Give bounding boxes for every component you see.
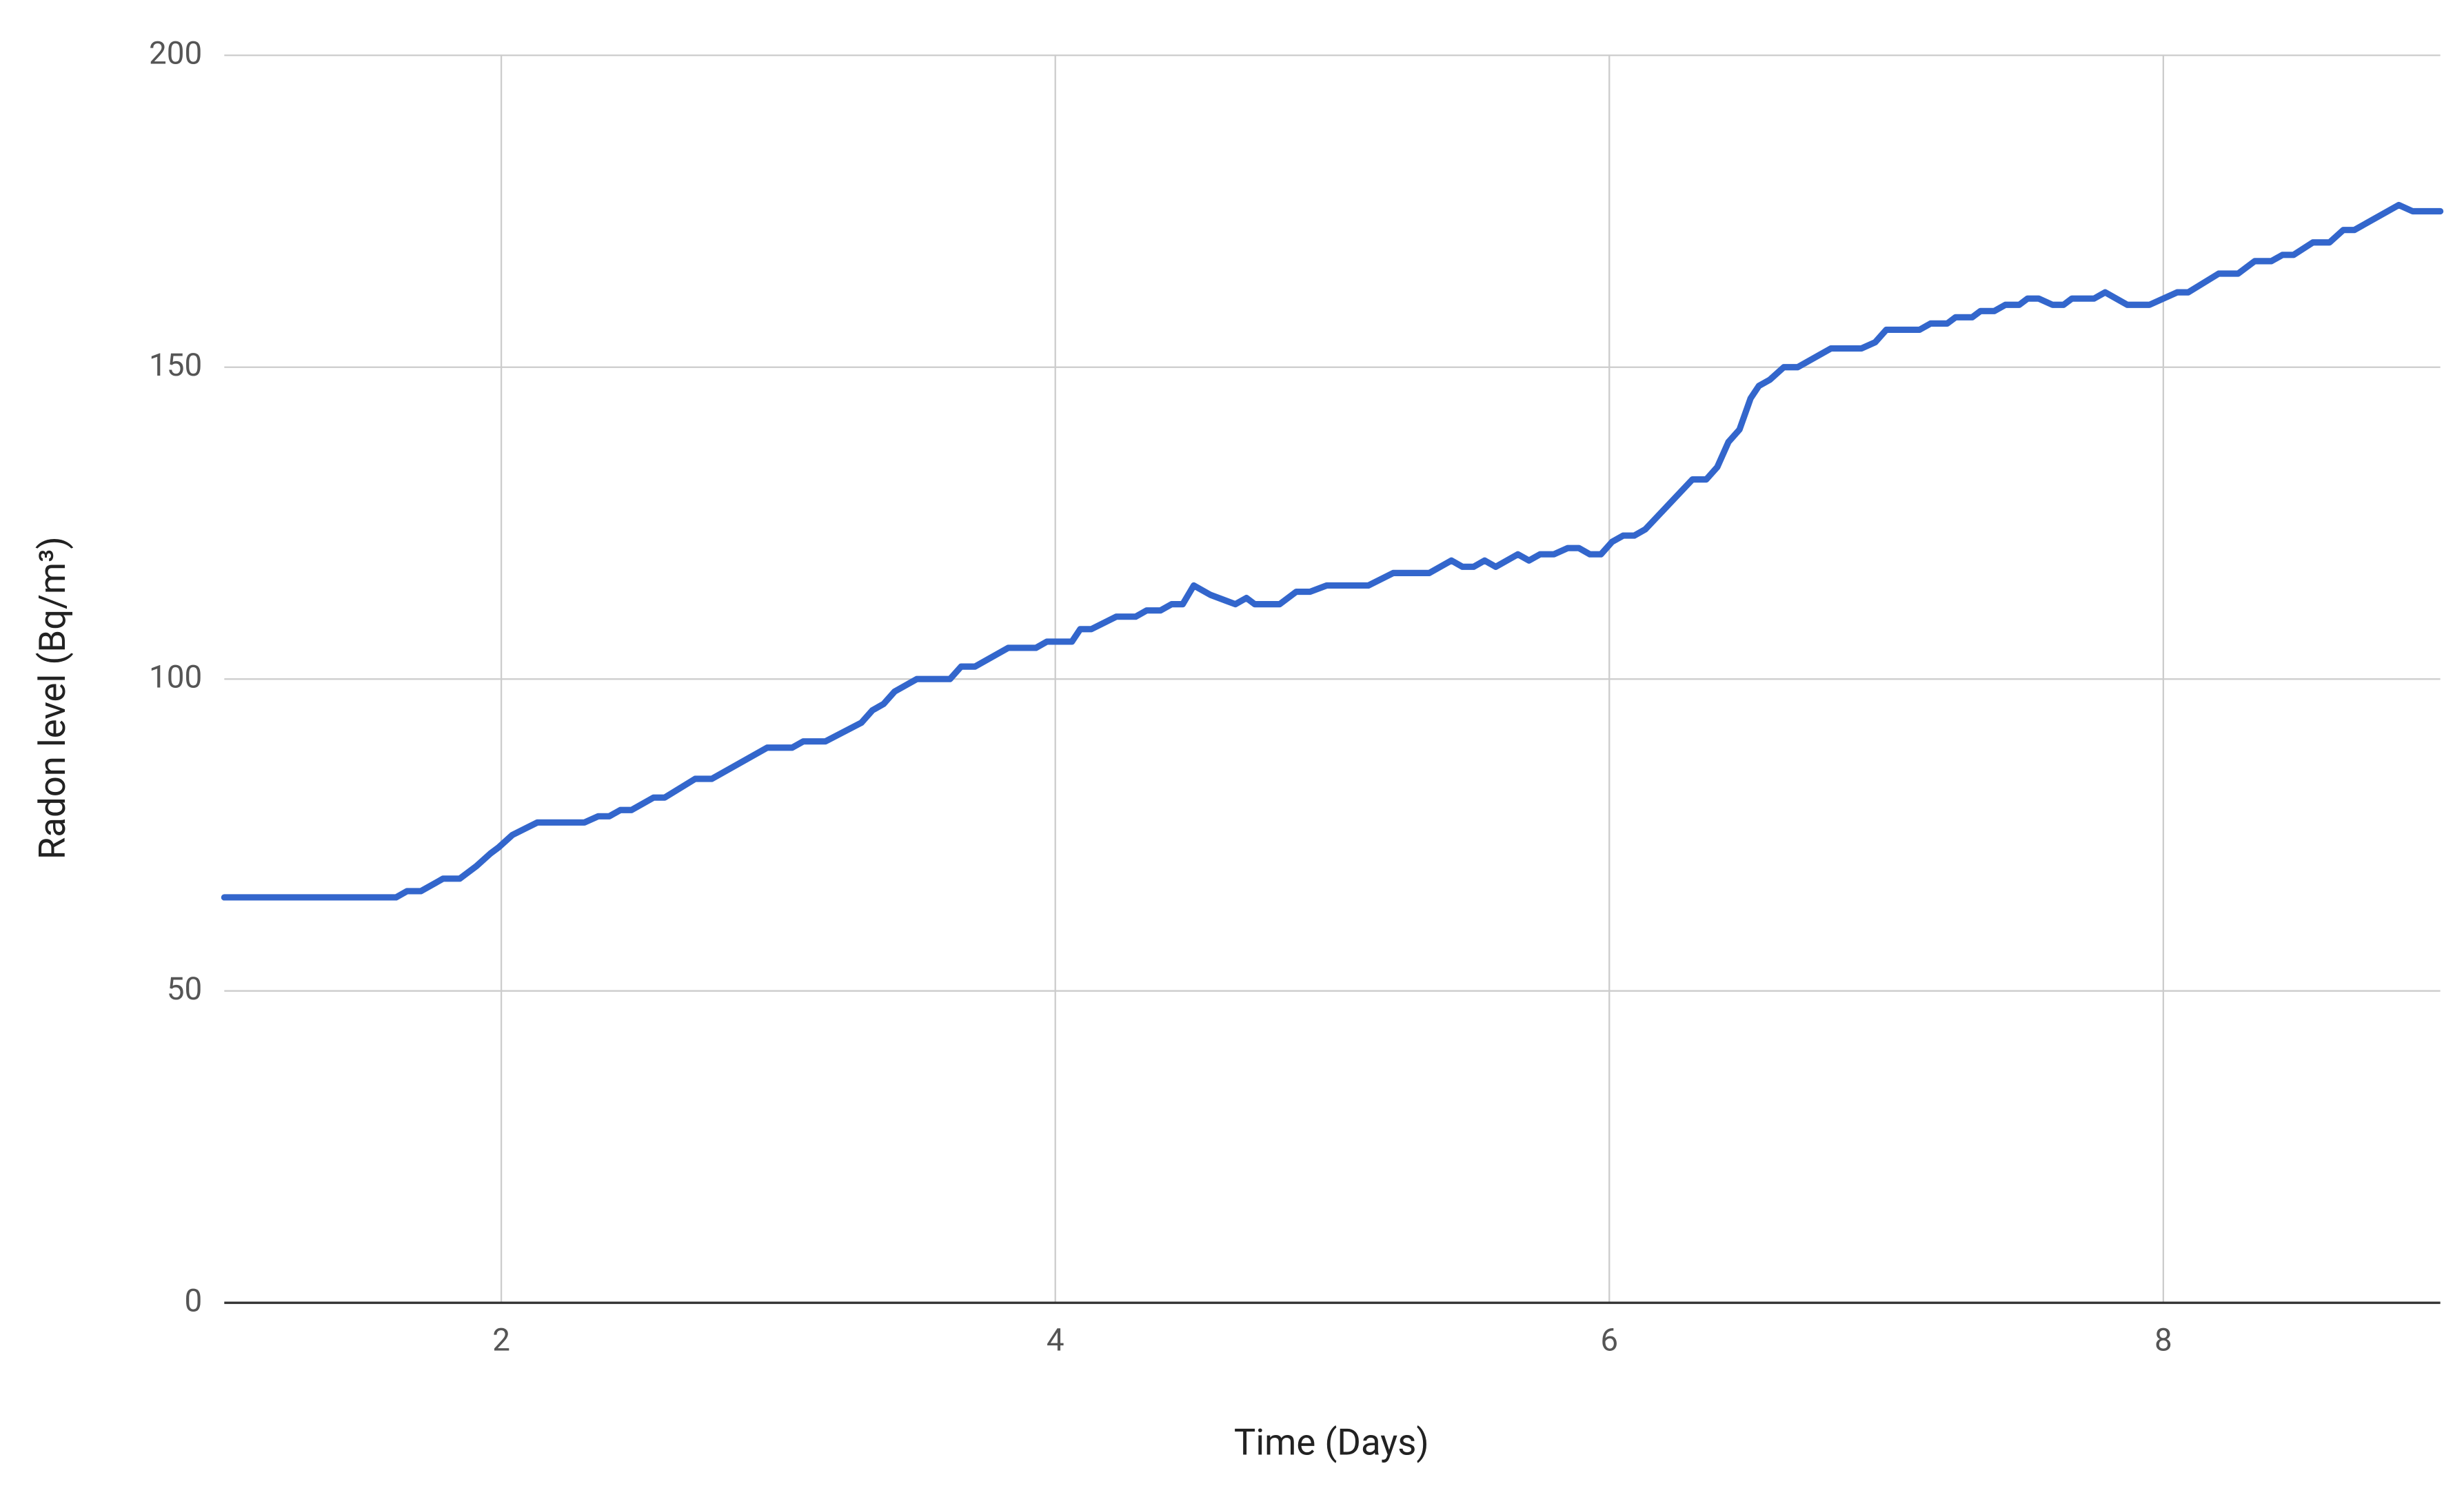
data-line bbox=[221, 201, 2444, 901]
x-axis-title: Time (Days) bbox=[1234, 1421, 1429, 1463]
y-tick-label: 50 bbox=[167, 970, 202, 1008]
x-tick-label: 2 bbox=[492, 1322, 510, 1359]
x-tick-label: 6 bbox=[1600, 1322, 1618, 1359]
y-tick-label: 0 bbox=[185, 1282, 203, 1319]
y-tick-label: 150 bbox=[149, 347, 202, 384]
x-tick-label: 8 bbox=[2154, 1322, 2172, 1359]
y-tick-label: 200 bbox=[149, 34, 202, 72]
y-tick-label: 100 bbox=[149, 658, 202, 695]
y-axis-title: Radon level (Bq/m³) bbox=[31, 536, 74, 859]
x-tick-label: 4 bbox=[1047, 1322, 1064, 1359]
